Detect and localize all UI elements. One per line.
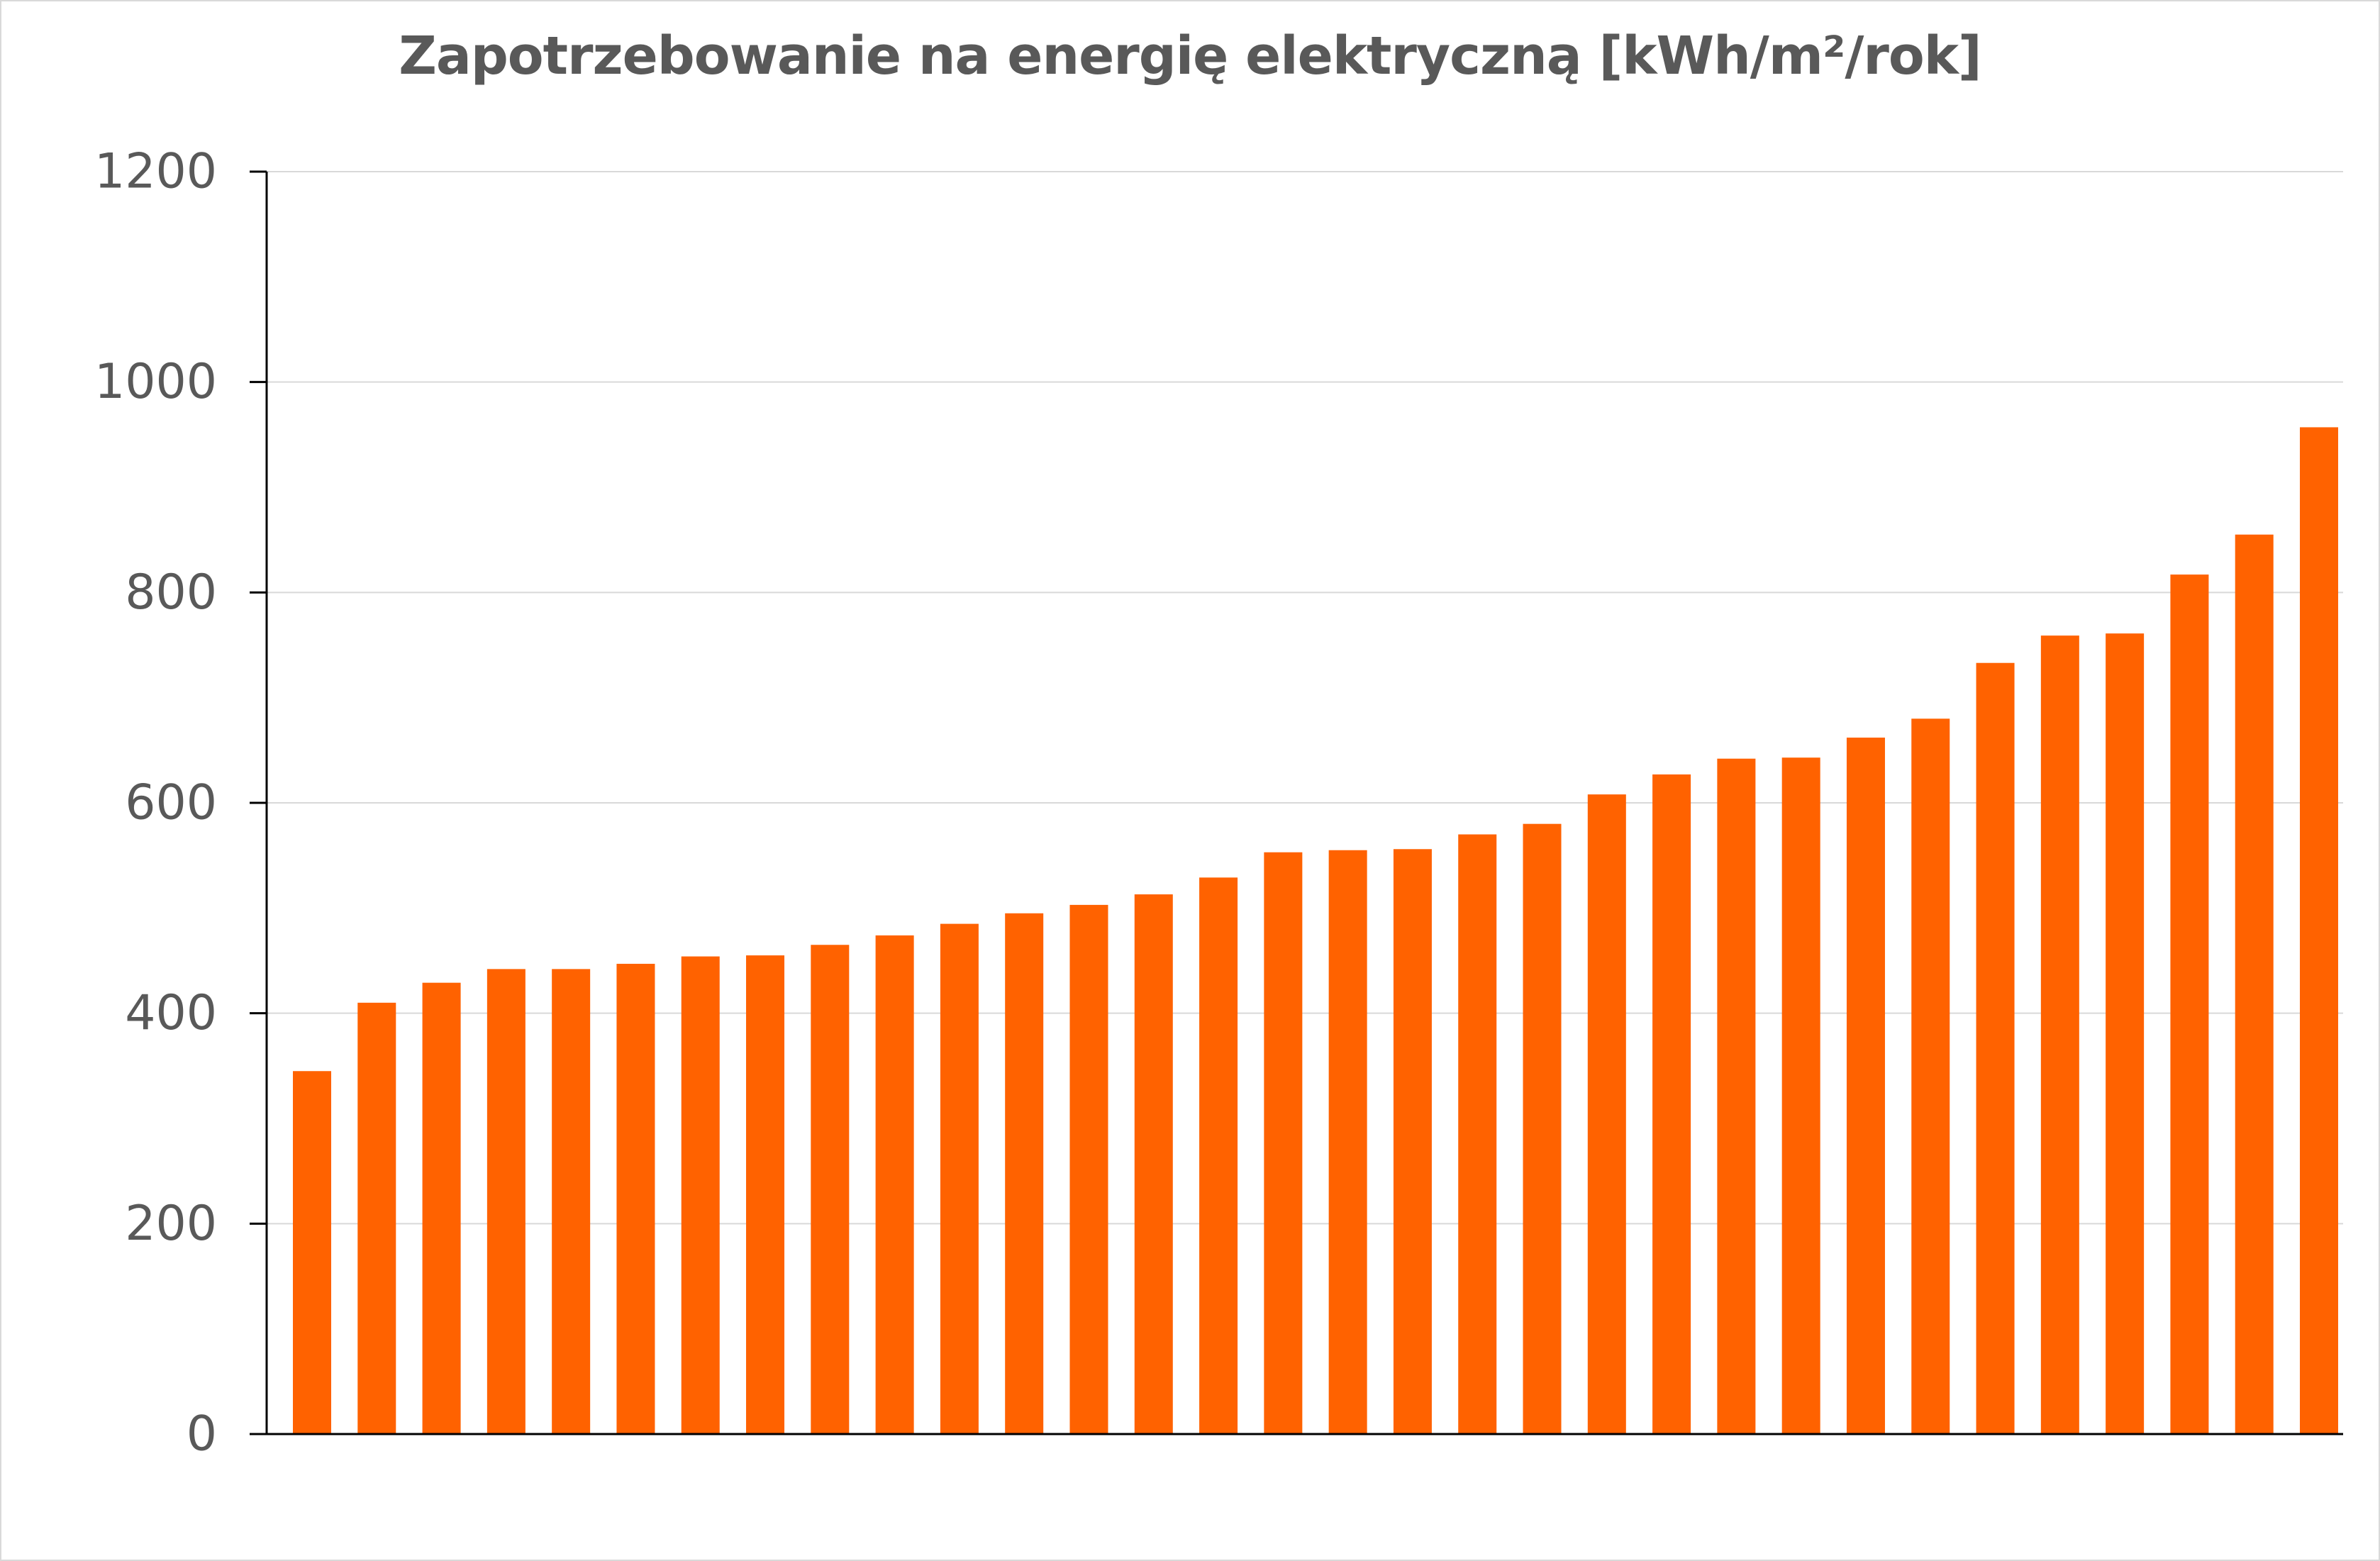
bar <box>1328 850 1367 1434</box>
bar <box>811 945 850 1434</box>
y-tick-labels: 0 200 400 600 800 1000 1200 <box>94 144 217 1462</box>
bar <box>681 956 720 1434</box>
y-tick-label: 0 <box>187 1406 217 1462</box>
bar <box>1781 757 1820 1434</box>
bar <box>875 935 914 1434</box>
bar <box>552 969 591 1434</box>
bar <box>422 982 461 1434</box>
bar <box>2106 633 2145 1434</box>
bar <box>2040 635 2079 1434</box>
bar <box>1393 849 1432 1434</box>
chart-title: Zapotrzebowanie na energię elektryczną [… <box>399 26 1982 87</box>
bar <box>2235 534 2274 1434</box>
bar <box>1069 904 1108 1434</box>
axes <box>250 170 2343 1435</box>
bar <box>1846 738 1885 1434</box>
bar <box>1587 794 1626 1434</box>
bar <box>1911 718 1950 1434</box>
y-tick-label: 400 <box>125 985 217 1041</box>
bar <box>357 1002 396 1434</box>
bar <box>2170 574 2209 1434</box>
bar <box>2300 427 2338 1435</box>
bar <box>1717 758 1756 1434</box>
bar <box>1523 823 1562 1434</box>
bar <box>1134 894 1173 1434</box>
bar <box>1264 852 1303 1434</box>
bars <box>293 427 2338 1435</box>
bar <box>746 955 785 1434</box>
y-tick-label: 1200 <box>94 144 217 200</box>
y-tick-label: 600 <box>125 775 217 831</box>
y-tick-label: 800 <box>125 565 217 621</box>
y-tick-label: 200 <box>125 1196 217 1252</box>
bar <box>1976 662 2015 1434</box>
bar <box>1652 774 1691 1434</box>
bar <box>1005 913 1044 1434</box>
bar <box>1199 877 1238 1434</box>
bar <box>940 923 979 1434</box>
bar <box>293 1071 331 1434</box>
bar <box>486 969 526 1434</box>
bar <box>616 963 655 1434</box>
y-tick-label: 1000 <box>94 354 217 410</box>
bar <box>1458 834 1497 1434</box>
